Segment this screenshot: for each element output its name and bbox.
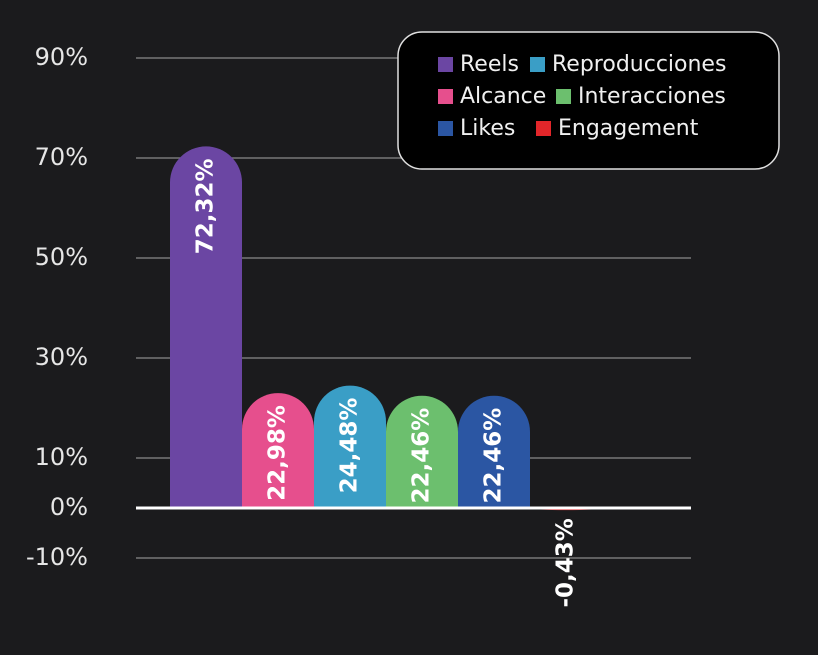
legend-label: Reproducciones <box>552 52 726 77</box>
legend-swatch <box>530 57 545 72</box>
value-label: 72,32% <box>193 158 219 254</box>
legend-swatch <box>438 121 453 136</box>
legend-label: Alcance <box>460 84 546 109</box>
y-tick-label: 50% <box>35 243 88 271</box>
y-tick-label: 10% <box>35 443 88 471</box>
y-tick-label: 30% <box>35 343 88 371</box>
legend-swatch <box>438 57 453 72</box>
y-tick-label: 70% <box>35 143 88 171</box>
legend-label: Reels <box>460 52 519 77</box>
y-tick-label: 0% <box>50 493 88 521</box>
legend-swatch <box>438 89 453 104</box>
legend-swatch <box>536 121 551 136</box>
value-label: 22,98% <box>265 405 291 501</box>
value-label: 22,46% <box>481 408 507 504</box>
bar <box>170 146 242 508</box>
value-label: 24,48% <box>337 398 363 494</box>
legend-box <box>397 31 780 170</box>
y-tick-label: 90% <box>35 43 88 71</box>
legend-label: Likes <box>460 116 515 141</box>
y-tick-label: -10% <box>26 543 88 571</box>
legend-label: Engagement <box>558 116 699 141</box>
bar <box>314 385 386 508</box>
value-label: 22,46% <box>409 408 435 504</box>
value-label: -0,43% <box>553 518 579 607</box>
legend-swatch <box>556 89 571 104</box>
bar <box>386 395 458 508</box>
bar <box>242 393 314 508</box>
bar <box>458 395 530 508</box>
legend-label: Interacciones <box>578 84 726 109</box>
